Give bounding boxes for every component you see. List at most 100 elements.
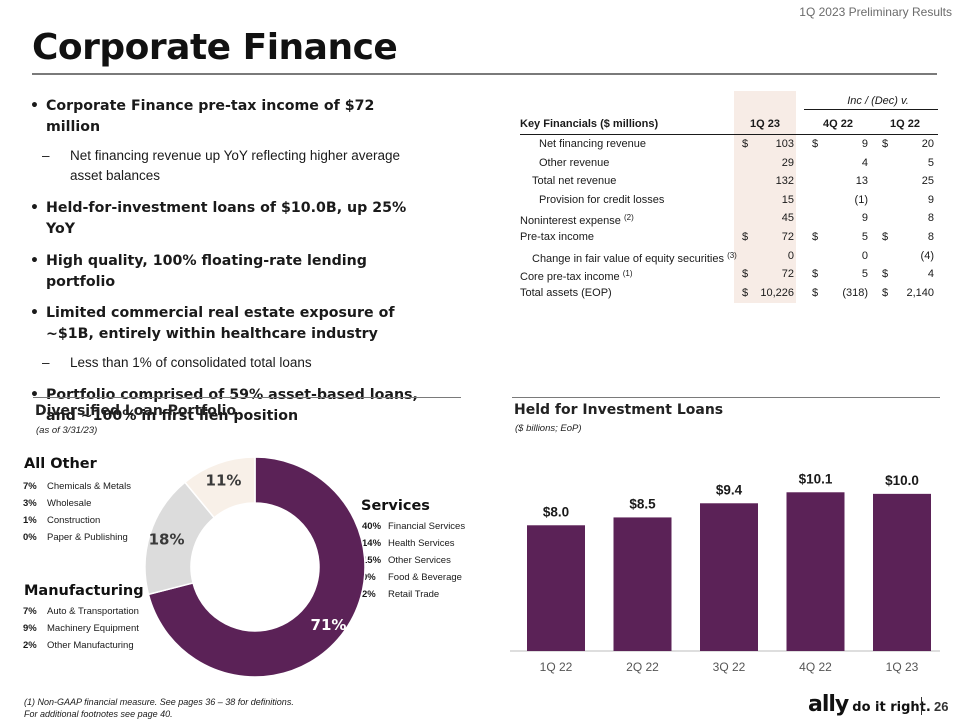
loan-portfolio-donut: 71% 18% 11% — [144, 456, 366, 678]
legend-percent: 3% — [23, 498, 37, 509]
legend-percent: 7% — [23, 481, 37, 492]
row-value: 0 — [861, 249, 868, 262]
all-other-legend: 7% Chemicals & Metals 3% Wholesale 1% Constru… — [23, 478, 131, 546]
dollar-sign: $ — [812, 138, 819, 150]
row-label-text: Total assets (EOP) — [520, 286, 612, 299]
legend-name: Construction — [47, 515, 101, 526]
legend-item: 9% Machinery Equipment — [23, 620, 139, 637]
legend-name: Wholesale — [47, 498, 92, 509]
row-label: Other revenue — [539, 154, 609, 172]
row-value: 25 — [921, 175, 934, 188]
dash-marker: – — [42, 355, 50, 370]
col-header-1q23: 1Q 23 — [750, 118, 780, 130]
row-value: 15 — [781, 193, 794, 206]
bullet-point: Corporate Finance pre-tax income of $72 … — [30, 96, 430, 138]
table-row: Pre-tax income $72 $5 $8 — [520, 228, 938, 246]
row-value: (318) — [842, 286, 868, 299]
bar-1q-22 — [527, 525, 585, 651]
row-value: 45 — [781, 212, 794, 225]
row-value: 2,140 — [906, 286, 934, 299]
row-value: 5 — [861, 268, 868, 281]
col-header-4q22: 4Q 22 — [823, 118, 853, 130]
row-value: 9 — [861, 212, 868, 225]
row-label-text: Provision for credit losses — [539, 193, 665, 206]
row-label: Total net revenue — [532, 172, 616, 190]
donut-slice-label: 11% — [206, 471, 242, 489]
legend-name: Chemicals & Metals — [47, 481, 131, 492]
row-label: Total assets (EOP) — [520, 284, 612, 302]
legend-percent: 1% — [23, 515, 37, 526]
manufacturing-title: Manufacturing — [24, 583, 144, 599]
dollar-sign: $ — [742, 286, 749, 299]
row-value: 132 — [775, 175, 794, 188]
row-value: 8 — [927, 231, 934, 243]
title-divider — [32, 73, 937, 75]
legend-percent: 15% — [362, 555, 382, 566]
dollar-sign: $ — [812, 286, 819, 299]
row-label-text: Core pre-tax income — [520, 271, 620, 284]
row-label-text: Change in fair value of equity securitie… — [532, 252, 724, 265]
row-value: 9 — [927, 193, 934, 206]
table-row: Total net revenue 132 13 25 — [520, 172, 938, 190]
logo-word: ally — [808, 692, 849, 717]
legend-name: Retail Trade — [388, 589, 440, 600]
sub-bullet-text: Less than 1% of consolidated total loans — [70, 355, 312, 370]
legend-percent: 14% — [362, 538, 382, 549]
portfolio-subtitle: (as of 3/31/23) — [36, 425, 98, 436]
bullet-point: Limited commercial real estate exposure … — [30, 303, 430, 345]
table-row: Other revenue 29 4 5 — [520, 154, 938, 172]
inc-dec-header: Inc / (Dec) v. — [847, 95, 909, 107]
row-label-text: Net financing revenue — [539, 138, 647, 150]
services-legend: 40% Financial Services 14% Health Services 1… — [362, 518, 465, 603]
table-header-rule — [520, 134, 938, 135]
footnote-1: (1) Non-GAAP financial measure. See page… — [24, 697, 294, 707]
legend-name: Other Services — [388, 555, 451, 566]
hfi-subtitle: ($ billions; EoP) — [515, 423, 582, 434]
table-label-header: Key Financials ($ millions) — [520, 118, 659, 130]
legend-item: 2% Other Manufacturing — [23, 637, 139, 654]
row-value: 4 — [861, 156, 868, 169]
legend-name: Paper & Publishing — [47, 532, 128, 543]
current-quarter-highlight — [734, 91, 796, 303]
legend-percent: 9% — [23, 623, 37, 634]
row-label-text: Total net revenue — [532, 175, 617, 188]
dollar-sign: $ — [812, 268, 819, 281]
row-value: 10,226 — [760, 286, 794, 299]
legend-item: 0% Paper & Publishing — [23, 529, 131, 546]
key-financials-table: Inc / (Dec) v. Key Financials ($ million… — [520, 91, 938, 305]
portfolio-divider — [33, 397, 461, 398]
row-value: 5 — [927, 156, 934, 169]
legend-item: 2% Retail Trade — [362, 586, 465, 603]
row-value: 4 — [927, 268, 934, 281]
dollar-sign: $ — [812, 231, 819, 243]
report-label: 1Q 2023 Preliminary Results — [799, 5, 952, 19]
legend-percent: 0% — [23, 532, 37, 543]
row-label: Noninterest expense (2) — [520, 209, 634, 230]
bar-2q-22 — [613, 517, 672, 651]
donut-slice-label: 71% — [311, 616, 347, 634]
legend-name: Other Manufacturing — [47, 640, 134, 651]
row-label: Provision for credit losses — [539, 191, 664, 209]
row-value: 9 — [861, 138, 868, 150]
ally-logo: ally do it right. — [808, 692, 931, 717]
legend-percent: 2% — [362, 589, 376, 600]
logo-tagline: do it right. — [852, 700, 931, 715]
portfolio-title: Diversified Loan Portfolio — [35, 403, 237, 419]
bar-value-label: $8.0 — [543, 504, 569, 519]
bar-3q-22 — [700, 503, 758, 651]
bar-value-label: $10.0 — [885, 473, 919, 488]
legend-name: Food & Beverage — [388, 572, 462, 583]
sub-bullet-text: Net financing revenue up YoY reflecting … — [70, 148, 400, 183]
x-tick-label: 3Q 22 — [713, 660, 746, 674]
row-value: 72 — [781, 231, 794, 243]
footnote-ref: (3) — [727, 250, 737, 260]
legend-item: 1% Construction — [23, 512, 131, 529]
dollar-sign: $ — [742, 268, 749, 281]
bar-value-label: $9.4 — [716, 482, 743, 497]
inc-dec-rule — [804, 109, 938, 110]
legend-name: Financial Services — [388, 521, 466, 532]
row-label: Change in fair value of equity securitie… — [532, 247, 737, 268]
hfi-divider — [512, 397, 940, 398]
table-row: Total assets (EOP) $10,226 $ (318) $2,140 — [520, 284, 938, 302]
hfi-loans-bar-chart: $8.0 1Q 22 $8.5 2Q 22 $9.4 3Q 22 $10.1 4Q 22 $10… — [510, 471, 940, 674]
